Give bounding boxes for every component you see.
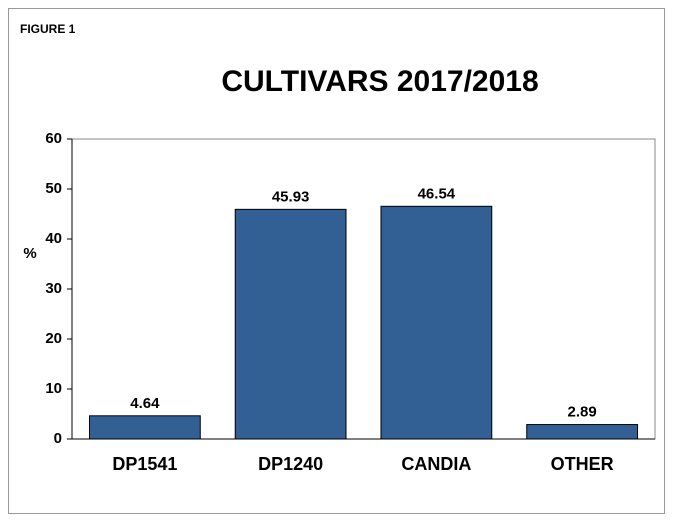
data-label: 4.64 bbox=[130, 395, 160, 412]
bar bbox=[234, 208, 347, 440]
x-tick-label: OTHER bbox=[551, 454, 614, 474]
y-tick-label: 60 bbox=[45, 130, 62, 147]
data-label: 45.93 bbox=[272, 188, 310, 205]
data-label: 2.89 bbox=[568, 404, 597, 421]
y-tick-label: 40 bbox=[45, 230, 62, 247]
y-axis-label: % bbox=[23, 245, 36, 262]
y-tick-label: 10 bbox=[45, 380, 62, 397]
y-tick-label: 0 bbox=[54, 430, 62, 447]
bar bbox=[380, 205, 493, 440]
x-tick-label: DP1541 bbox=[112, 454, 177, 474]
y-tick-label: 20 bbox=[45, 330, 62, 347]
x-tick-label: DP1240 bbox=[258, 454, 323, 474]
bar bbox=[526, 424, 639, 440]
y-tick-label: 50 bbox=[45, 180, 62, 197]
data-label: 46.54 bbox=[418, 185, 456, 202]
bar bbox=[88, 415, 201, 440]
chart-title: CULTIVARS 2017/2018 bbox=[221, 65, 538, 98]
x-tick-label: CANDIA bbox=[401, 454, 471, 474]
y-tick-label: 30 bbox=[45, 280, 62, 297]
figure-label: FIGURE 1 bbox=[20, 22, 76, 36]
